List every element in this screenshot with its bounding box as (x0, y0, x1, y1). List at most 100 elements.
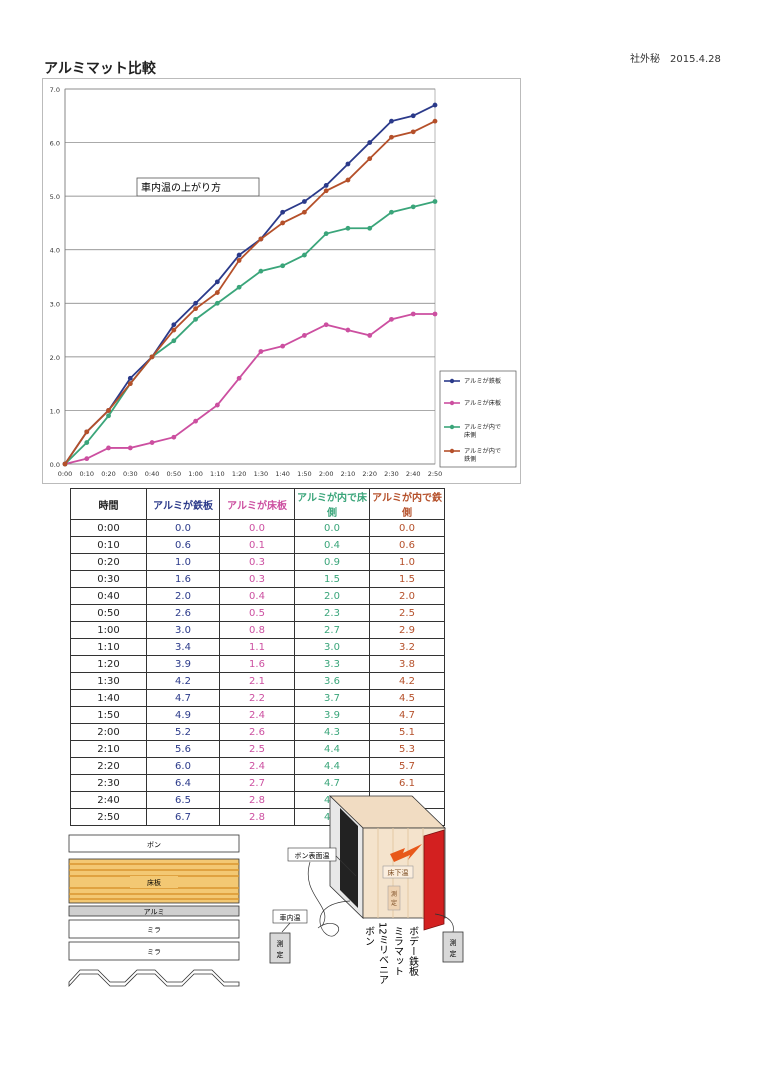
table-cell: 0.8 (219, 621, 295, 639)
cabin-wire (281, 900, 351, 937)
table-row: 2:406.52.84.86.2 (70, 791, 445, 809)
data-point (106, 408, 111, 413)
table-cell: 2:10 (70, 740, 147, 758)
heat-bolt-icon (390, 844, 422, 862)
table-row: 0:30 1.6 0.3 1.5 1.5 (70, 570, 445, 588)
table-row: 1:20 3.9 1.6 3.3 3.8 (70, 655, 445, 673)
table-header-cell: アルミが鉄板 (146, 488, 220, 520)
label-veneer: 12ミリベニア (377, 922, 389, 985)
legend-label-cont: 床側 (464, 431, 476, 439)
table-cell: 0.3 (219, 570, 295, 588)
layer-label-mira-2: ミラ (147, 948, 161, 956)
table-cell: 1.0 (369, 553, 445, 571)
data-point (193, 316, 198, 322)
data-point (389, 209, 394, 215)
table-cell: 4.7 (369, 706, 445, 724)
label-body-steel: ボデー鉄板 (407, 926, 419, 977)
table-cell: 2:20 (70, 757, 147, 775)
x-tick-label: 2:40 (406, 470, 421, 478)
data-point (106, 445, 111, 451)
x-tick-label: 2:50 (428, 470, 443, 478)
data-point (193, 300, 198, 306)
y-tick-label: 2.0 (50, 354, 60, 362)
table-cell: 3.7 (294, 689, 370, 707)
label-bon: ボン (363, 926, 375, 946)
data-point (171, 338, 177, 344)
data-point (410, 311, 416, 317)
underfloor-temp-box (382, 865, 414, 879)
y-tick-label: 5.0 (50, 193, 60, 201)
y-tick-label: 0.0 (50, 461, 60, 469)
data-point (302, 333, 307, 338)
data-point (389, 118, 394, 124)
legend-marker (449, 424, 455, 430)
table-row: 1:40 4.7 2.2 3.7 4.5 (70, 689, 445, 707)
data-point (280, 343, 286, 349)
legend-label: アルミが内で (464, 447, 501, 455)
table-cell: 0.6 (369, 536, 445, 554)
data-point (410, 129, 416, 135)
table-cell: 0.4 (294, 536, 370, 554)
table-cell: 1:20 (70, 655, 147, 673)
table-header-cell: アルミが内で鉄側 (369, 488, 445, 520)
x-tick-label: 2:10 (341, 470, 356, 478)
table-cell: 2.0 (369, 587, 445, 605)
x-tick-label: 0:50 (167, 470, 182, 478)
legend-label: アルミが床板 (464, 399, 501, 407)
data-point (323, 188, 329, 194)
series-line (64, 200, 436, 465)
data-point (432, 102, 438, 108)
x-tick-label: 0:10 (79, 470, 94, 478)
measure-right-1: 測 (450, 938, 457, 947)
data-point (149, 354, 155, 360)
x-tick-label: 2:30 (384, 470, 399, 478)
data-point (410, 204, 416, 210)
table-cell: 1.5 (369, 570, 445, 588)
x-tick-label: 1:40 (275, 470, 290, 478)
data-point (149, 440, 155, 445)
table-row: 0:40 2.0 0.4 2.0 2.0 (70, 587, 445, 605)
page-title: アルミマット比較 (44, 61, 156, 77)
table-cell: 0.6 (146, 536, 220, 554)
data-point (432, 199, 438, 204)
table-cell: 0.1 (219, 536, 295, 554)
data-point (106, 413, 111, 419)
x-tick-label: 1:00 (188, 470, 203, 478)
legend-label: アルミが鉄板 (464, 377, 501, 385)
table-cell: 2.0 (146, 587, 220, 605)
data-point (84, 429, 90, 435)
table-cell: 6.0 (146, 757, 220, 775)
annotation-box (136, 177, 260, 197)
data-point (127, 375, 133, 381)
layer-label-bon: ボン (147, 841, 161, 849)
data-point (280, 209, 286, 215)
data-point (236, 258, 242, 263)
table-cell: 2.6 (219, 723, 295, 741)
table-row: 0:50 2.6 0.5 2.3 2.5 (70, 604, 445, 622)
layer-label-mira-1: ミラ (147, 926, 161, 934)
chart-canvas: 0.0 1.0 2.0 3.0 4.0 5.0 6.0 7.0 0:00 0:10 0:20 0:30… (50, 86, 517, 478)
data-point (171, 327, 177, 333)
data-point (84, 440, 90, 445)
data-point (410, 113, 416, 119)
data-point (345, 225, 351, 231)
legend-label-cont: 鉄側 (464, 455, 476, 463)
data-point (258, 236, 264, 242)
series-line (64, 313, 435, 465)
layer-label-floorboard: 床板 (147, 878, 161, 887)
table-cell: 2.9 (369, 621, 445, 639)
measure-left-2: 定 (277, 950, 284, 959)
table-cell: 0:30 (70, 570, 147, 588)
confidential-date: 社外秘 2015.4.28 (630, 54, 721, 65)
table-cell: 1.0 (146, 553, 220, 571)
data-point (258, 349, 264, 354)
table-cell: 5.1 (369, 723, 445, 741)
table-cell: 3.6 (294, 672, 370, 690)
data-point (367, 333, 373, 338)
data-point (258, 268, 264, 274)
layer-mira-2 (68, 941, 240, 961)
table-cell: 1.1 (219, 638, 295, 656)
table-cell: 2.5 (369, 604, 445, 622)
data-point (323, 183, 329, 188)
table-cell: 4.4 (294, 757, 370, 775)
